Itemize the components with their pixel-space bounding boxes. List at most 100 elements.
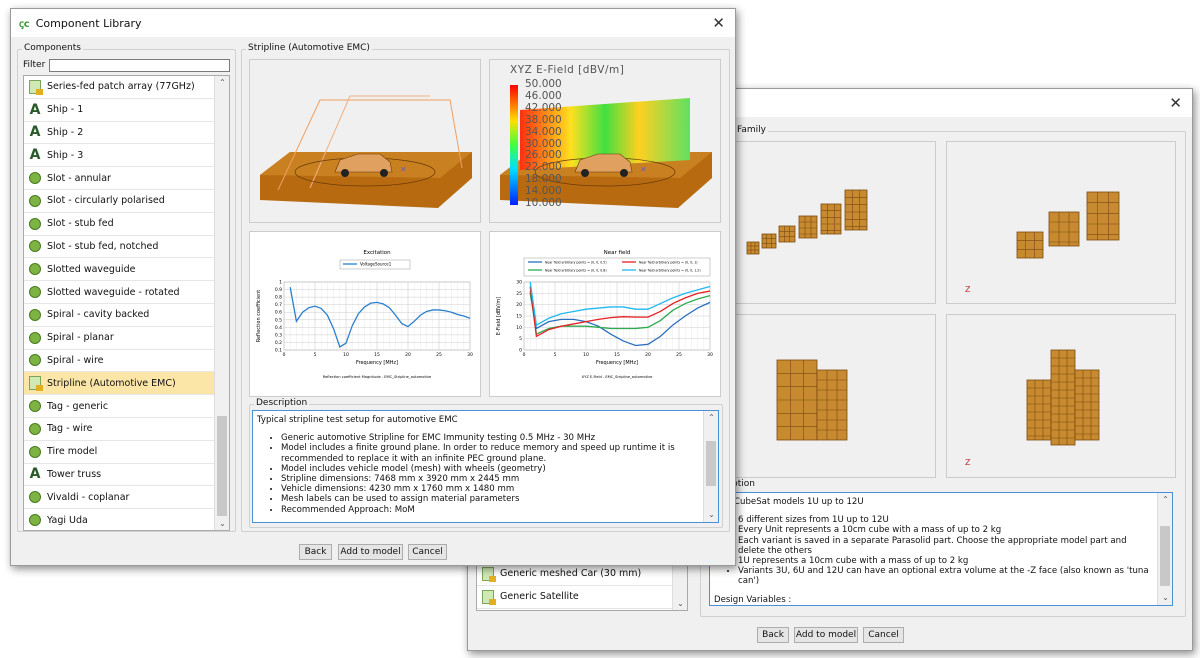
- series-line: [529, 286, 711, 338]
- components-group: Components Filter Series-fed patch array…: [17, 43, 236, 532]
- y-tick-label: 0.5: [275, 317, 282, 323]
- scroll-up-icon[interactable]: ⌃: [219, 78, 226, 87]
- list-item[interactable]: Spiral - cavity backed: [24, 304, 229, 327]
- list-item[interactable]: Spiral - planar: [24, 327, 229, 350]
- legend-label: Near field arbitrary points = (0, 0, 1.2…: [639, 269, 701, 273]
- cubesat-unit: [844, 189, 868, 231]
- family-label: Family: [735, 125, 768, 135]
- components-label: Components: [22, 43, 83, 53]
- x-tick-label: 30: [467, 352, 473, 358]
- antenna-a-icon: A: [29, 101, 41, 118]
- list-item[interactable]: A Ship - 3: [24, 144, 229, 168]
- list-item[interactable]: Slotted waveguide - rotated: [24, 281, 229, 304]
- list-scrollbar[interactable]: ⌃ ⌄: [214, 76, 229, 530]
- efield-tick-label: 30.000: [525, 137, 562, 150]
- description-group: Description: [249, 398, 723, 528]
- scroll-down-icon[interactable]: ⌄: [1162, 592, 1169, 602]
- y-tick-label: 0.1: [275, 348, 282, 354]
- list-item[interactable]: Tag - wire: [24, 418, 229, 441]
- description-intro: Typical stripline test setup for automot…: [257, 415, 458, 425]
- x-tick-label: 10: [343, 352, 349, 358]
- list-item[interactable]: Spiral - wire: [24, 350, 229, 373]
- back-button[interactable]: Back: [757, 627, 789, 643]
- circle-icon: [28, 239, 42, 253]
- app-logo-icon: ꞔc: [19, 19, 30, 30]
- close-icon[interactable]: ✕: [712, 14, 725, 32]
- list-item[interactable]: Slotted waveguide: [24, 258, 229, 282]
- list-item[interactable]: Series-fed patch array (77GHz): [24, 76, 229, 99]
- x-tick-label: 20: [645, 352, 651, 358]
- scroll-up-icon[interactable]: ⌃: [708, 413, 715, 422]
- y-tick-label: 5: [519, 336, 522, 342]
- x-axis-label: Frequency [MHz]: [596, 360, 638, 366]
- x-tick-label: 15: [614, 352, 620, 358]
- legend-label: VoltageSource1: [360, 262, 392, 267]
- efield-plane: [520, 98, 690, 170]
- description-text: Typical stripline test setup for automot…: [252, 410, 719, 523]
- y-tick-label: 0.8: [275, 295, 282, 301]
- add-to-model-button[interactable]: Add to model: [794, 627, 858, 643]
- list-item[interactable]: A Ship - 2: [24, 122, 229, 145]
- back-list-scrollbar[interactable]: ⌄: [672, 563, 687, 610]
- back-description-scrollbar[interactable]: ⌃ ⌄: [1157, 493, 1172, 605]
- design-variables-heading: Design Variables :: [714, 594, 792, 605]
- y-tick-label: 15: [516, 314, 522, 320]
- chart-caption: XYZ E-Field - EMC_Stripline_automotive: [582, 375, 653, 379]
- scroll-down-icon[interactable]: ⌄: [708, 509, 715, 519]
- chart-caption: Reflection coefficient Magnitude - EMC_S…: [323, 375, 432, 379]
- list-item[interactable]: A Tower truss: [24, 464, 229, 487]
- title-bar: ꞔc Component Library: [11, 9, 735, 37]
- efield-tick-label: 18.000: [525, 173, 562, 186]
- scroll-down-icon[interactable]: ⌄: [219, 519, 226, 528]
- svg-text:✕: ✕: [640, 165, 647, 174]
- cancel-button[interactable]: Cancel: [863, 627, 904, 643]
- list-item[interactable]: Slot - annular: [24, 167, 229, 190]
- y-tick-label: 0.2: [275, 340, 282, 346]
- list-item[interactable]: Tag - generic: [24, 395, 229, 418]
- efield-tick-label: 38.000: [525, 113, 562, 126]
- list-item[interactable]: Generic Satellite: [477, 586, 687, 609]
- add-to-model-button[interactable]: Add to model: [338, 544, 403, 560]
- x-axis-label: Frequency [MHz]: [356, 360, 398, 366]
- description-bullet: 6 different sizes from 1U up to 12U: [738, 515, 1152, 525]
- back-button[interactable]: Back: [299, 544, 332, 560]
- list-item[interactable]: Generic meshed Car (30 mm): [477, 563, 687, 586]
- y-tick-label: 30: [516, 280, 522, 286]
- list-item-label: Ship - 1: [47, 104, 84, 116]
- efield-tick-label: 22.000: [525, 161, 562, 174]
- close-icon[interactable]: ✕: [1169, 94, 1182, 112]
- x-tick-label: 25: [676, 352, 682, 358]
- list-item[interactable]: Yagi Uda: [24, 509, 229, 530]
- list-item-label: Spiral - wire: [47, 354, 104, 366]
- list-item[interactable]: Tire model: [24, 441, 229, 464]
- list-item[interactable]: Slot - stub fed, notched: [24, 236, 229, 259]
- scroll-up-icon[interactable]: ⌃: [1162, 495, 1169, 504]
- list-item[interactable]: A Ship - 1: [24, 99, 229, 122]
- antenna-a-icon: A: [29, 124, 41, 141]
- list-item[interactable]: Vivaldi - coplanar: [24, 486, 229, 510]
- efield-legend-title: XYZ E-Field [dBV/m]: [510, 64, 625, 76]
- list-item[interactable]: Stripline (Automotive EMC): [24, 372, 229, 396]
- cubesat-unit: [778, 225, 796, 243]
- list-item[interactable]: Slot - circularly polarised: [24, 190, 229, 213]
- nearfield-chart-preview: Near field 0 5 10 15 20 25 30 0 5 10 15 20 25 30 Freque…: [489, 231, 721, 397]
- list-item-label: Slotted waveguide - rotated: [47, 286, 180, 298]
- cubesat-unit: [761, 233, 777, 249]
- circle-icon: [28, 353, 42, 367]
- svg-text:✕: ✕: [400, 165, 407, 174]
- legend-label: Near field arbitrary points = (0, 0, 1): [639, 261, 698, 265]
- description-bullet: Generic automotive Stripline for EMC Imm…: [281, 433, 698, 443]
- description-scrollbar[interactable]: ⌃ ⌄: [703, 411, 718, 522]
- chart-title: Excitation: [363, 250, 391, 256]
- list-item-label: Slotted waveguide: [47, 263, 136, 275]
- stripline-model-preview: ✕: [249, 59, 481, 223]
- scroll-down-icon[interactable]: ⌄: [677, 599, 684, 608]
- cubesat-unit: [1050, 349, 1076, 446]
- list-item[interactable]: Slot - stub fed: [24, 213, 229, 236]
- cancel-button[interactable]: Cancel: [408, 544, 447, 560]
- list-item-label: Slot - annular: [47, 172, 111, 184]
- efield-tick-label: 14.000: [525, 185, 562, 198]
- list-item-label: Slot - circularly polarised: [47, 195, 165, 207]
- y-tick-label: 0.6: [275, 310, 282, 316]
- filter-input[interactable]: [49, 59, 230, 72]
